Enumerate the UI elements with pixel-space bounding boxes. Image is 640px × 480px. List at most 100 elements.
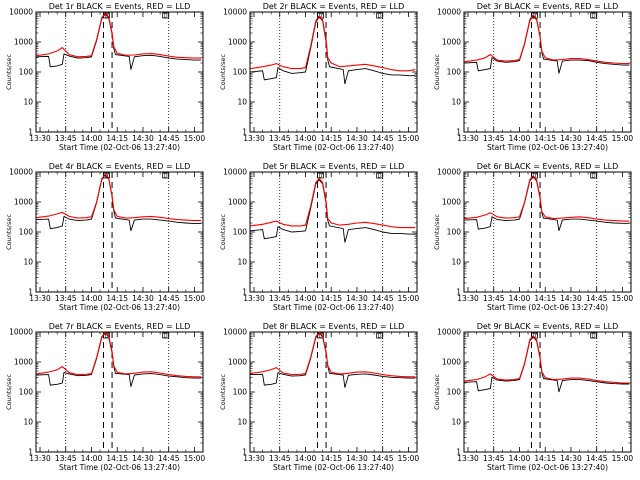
y-tick-label: 1 [456, 448, 461, 457]
plot-frame [249, 11, 418, 133]
x-tick-label: 14:45 [372, 294, 394, 303]
series-lld-line [250, 14, 416, 72]
x-tick-label: 14:30 [132, 294, 154, 303]
flag-label: D [164, 334, 168, 340]
x-tick-label: 14:00 [81, 454, 103, 463]
x-tick-label: 13:30 [29, 294, 51, 303]
series-lld-line [464, 334, 630, 384]
x-tick-label: 14:45 [158, 454, 180, 463]
x-tick-label: 13:45 [269, 134, 291, 143]
series-lld-line [36, 331, 202, 378]
y-tick-label: 1 [28, 128, 33, 137]
panel-title: Det 6r BLACK = Events, RED = LLD [477, 162, 619, 171]
y-tick-label: 10000 [9, 8, 33, 17]
x-tick-label: 13:30 [457, 134, 479, 143]
series-events-line [36, 332, 202, 387]
y-tick-label: 100 [447, 228, 462, 237]
flag-label: D [164, 14, 168, 20]
x-tick-label: 13:30 [457, 454, 479, 463]
x-axis-label: Start Time (02-Oct-06 13:27:40) [59, 463, 180, 472]
y-tick-label: 10 [451, 418, 461, 427]
y-tick-label: 10 [23, 98, 33, 107]
plot-frame [463, 11, 632, 133]
series-lld-line [36, 12, 202, 59]
flag-label: D [592, 14, 596, 20]
panel-title: Det 8r BLACK = Events, RED = LLD [263, 322, 405, 331]
y-tick-label: 1 [456, 128, 461, 137]
y-tick-label: 10 [23, 418, 33, 427]
x-tick-label: 14:30 [132, 134, 154, 143]
x-tick-label: 14:15 [320, 294, 342, 303]
x-axis-label: Start Time (02-Oct-06 13:27:40) [59, 143, 180, 152]
x-tick-label: 15:00 [184, 134, 206, 143]
plot-frame [463, 331, 632, 453]
x-tick-label: 14:45 [158, 134, 180, 143]
series-events-line [36, 174, 202, 231]
y-axis-label: Counts/sec [433, 214, 441, 250]
panel-title: Det 4r BLACK = Events, RED = LLD [49, 162, 191, 171]
x-axis-label: Start Time (02-Oct-06 13:27:40) [273, 143, 394, 152]
y-tick-label: 1000 [442, 38, 461, 47]
y-tick-label: 1000 [228, 358, 247, 367]
x-tick-label: 14:15 [320, 134, 342, 143]
x-axis-label: Start Time (02-Oct-06 13:27:40) [59, 303, 180, 312]
y-tick-label: 1 [28, 448, 33, 457]
x-tick-label: 15:00 [612, 134, 634, 143]
x-tick-label: 14:00 [295, 294, 317, 303]
x-tick-label: 14:00 [509, 454, 531, 463]
series-lld-line [464, 14, 630, 65]
plot-frame [35, 171, 204, 293]
y-tick-label: 1 [242, 128, 247, 137]
flag-label: D [592, 334, 596, 340]
y-tick-label: 10000 [223, 328, 247, 337]
x-tick-label: 15:00 [184, 294, 206, 303]
x-tick-label: 14:15 [320, 454, 342, 463]
y-tick-label: 10 [237, 258, 247, 267]
y-tick-label: 1000 [14, 198, 33, 207]
x-tick-label: 13:45 [269, 454, 291, 463]
flag-marker [317, 172, 324, 179]
x-tick-label: 15:00 [398, 454, 420, 463]
x-tick-label: 14:45 [372, 454, 394, 463]
x-tick-label: 14:15 [106, 454, 128, 463]
x-tick-label: 13:30 [243, 294, 265, 303]
x-tick-label: 14:00 [509, 294, 531, 303]
y-tick-label: 10000 [437, 328, 461, 337]
x-tick-label: 14:30 [132, 454, 154, 463]
x-tick-label: 15:00 [184, 454, 206, 463]
x-tick-label: 14:45 [586, 294, 608, 303]
x-tick-label: 14:45 [586, 454, 608, 463]
x-tick-label: 14:45 [372, 134, 394, 143]
series-events-line [250, 332, 416, 388]
y-tick-label: 100 [233, 68, 248, 77]
flag-label: D [378, 174, 382, 180]
y-tick-label: 1 [456, 288, 461, 297]
y-tick-label: 100 [447, 388, 462, 397]
x-tick-label: 14:00 [509, 134, 531, 143]
y-axis-label: Counts/sec [5, 374, 13, 410]
series-events-line [464, 14, 630, 74]
flag-label: D [105, 334, 109, 340]
panel-title: Det 1r BLACK = Events, RED = LLD [49, 2, 191, 11]
x-tick-label: 14:30 [560, 134, 582, 143]
x-tick-label: 14:15 [534, 454, 556, 463]
y-tick-label: 100 [233, 228, 248, 237]
y-tick-label: 100 [19, 228, 34, 237]
x-tick-label: 13:30 [243, 454, 265, 463]
y-tick-label: 1 [242, 288, 247, 297]
flag-marker [531, 12, 538, 19]
x-axis-label: Start Time (02-Oct-06 13:27:40) [273, 303, 394, 312]
x-axis-label: Start Time (02-Oct-06 13:27:40) [487, 463, 608, 472]
x-tick-label: 14:15 [534, 134, 556, 143]
x-tick-label: 14:30 [560, 454, 582, 463]
x-axis-label: Start Time (02-Oct-06 13:27:40) [273, 463, 394, 472]
y-axis-label: Counts/sec [433, 374, 441, 410]
x-tick-label: 15:00 [398, 294, 420, 303]
panel-title: Det 7r BLACK = Events, RED = LLD [49, 322, 191, 331]
x-tick-label: 14:00 [81, 134, 103, 143]
x-tick-label: 13:30 [29, 134, 51, 143]
